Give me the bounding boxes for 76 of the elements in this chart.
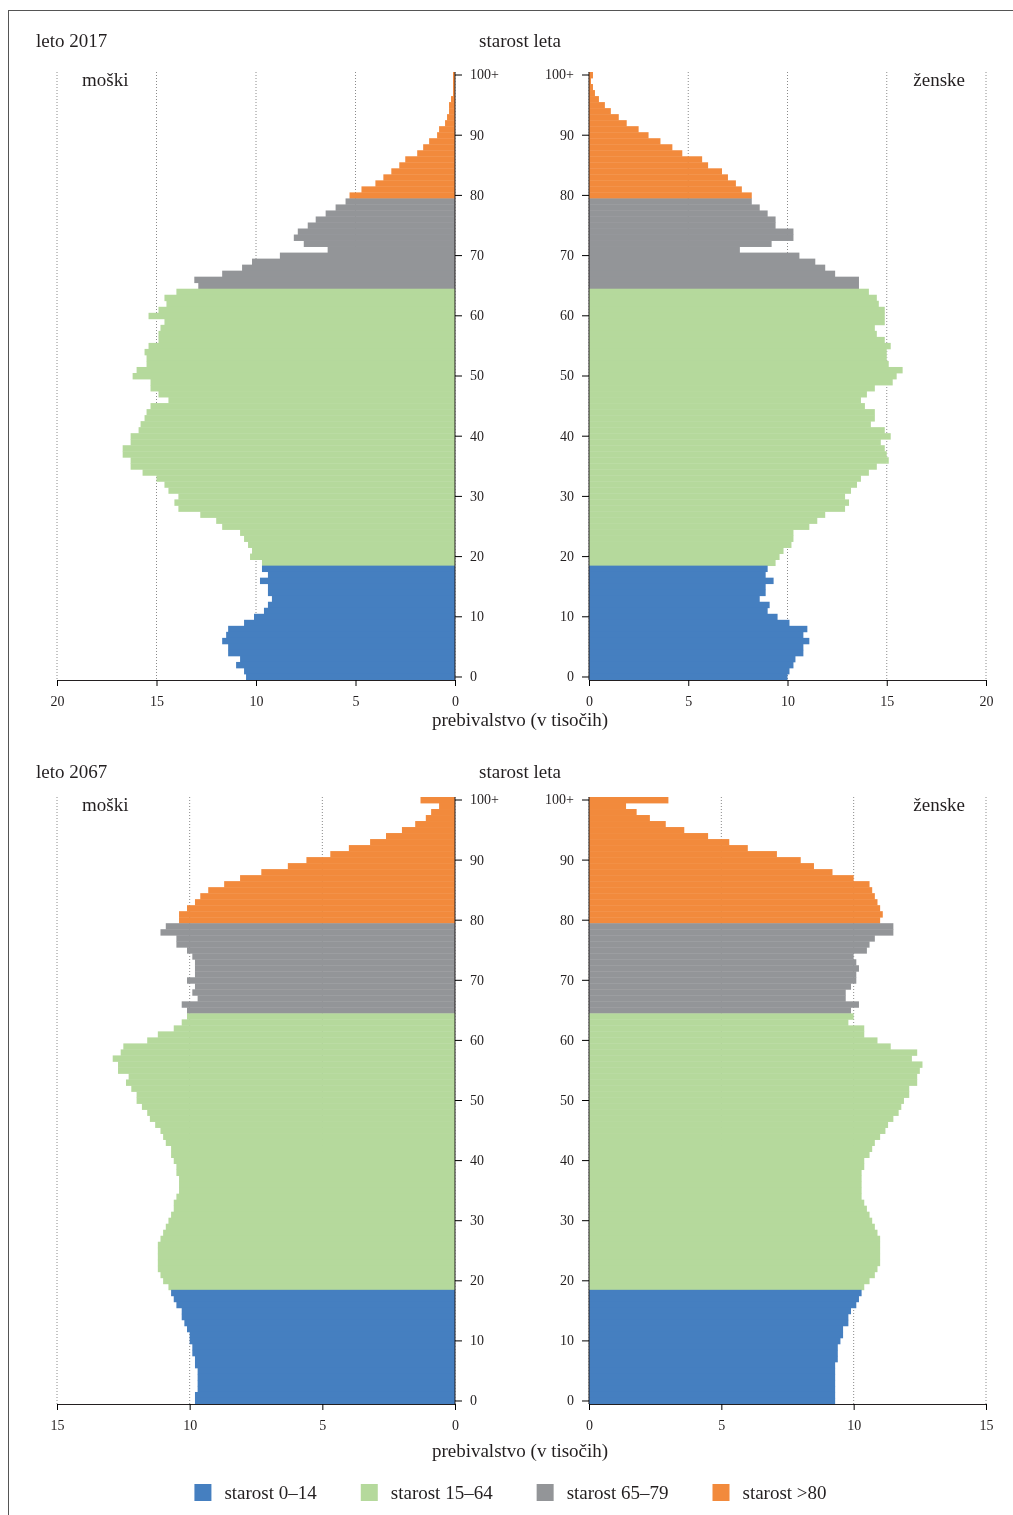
x-axis-title: prebivalstvo (v tisočih) — [431, 1440, 609, 1462]
y-tick-label: 80 — [560, 912, 574, 928]
y-tick-label: 0 — [470, 1393, 477, 1409]
y-tick-label: 100+ — [470, 792, 499, 808]
y-tick-label: 30 — [560, 1213, 574, 1229]
chart-subtitle: moški — [82, 69, 129, 90]
x-tick-label: 10 — [781, 693, 795, 709]
y-tick-label: 0 — [567, 1393, 574, 1409]
x-tick-label: 5 — [685, 693, 693, 709]
y-tick-label: 30 — [470, 488, 484, 504]
x-tick-label: 0 — [452, 693, 459, 709]
x-tick-label: 15 — [150, 693, 164, 709]
legend-label: starost 65–79 — [566, 1482, 669, 1503]
y-tick-label: 70 — [470, 248, 484, 264]
y-tick-label: 10 — [470, 609, 484, 625]
x-tick-label: 5 — [319, 1417, 327, 1433]
y-tick-label: 50 — [470, 1092, 484, 1108]
y-tick-label: 100+ — [545, 792, 575, 808]
y-tick-label: 90 — [560, 852, 574, 868]
chart-subtitle: moški — [82, 794, 129, 815]
y-axis-title: starost leta — [479, 761, 562, 782]
y-tick-label: 100+ — [470, 67, 499, 83]
y-tick-label: 70 — [560, 248, 574, 264]
y-tick-label: 90 — [470, 127, 484, 143]
x-tick-label: 0 — [586, 693, 593, 709]
y-axis-title: starost leta — [479, 30, 562, 51]
y-tick-label: 80 — [470, 912, 484, 928]
legend-label: starost 15–64 — [390, 1482, 494, 1503]
y-tick-label: 20 — [470, 1273, 484, 1289]
y-tick-label: 20 — [560, 1273, 574, 1289]
x-tick-label: 0 — [586, 1417, 593, 1433]
x-tick-label: 5 — [352, 693, 360, 709]
y-tick-label: 60 — [560, 1032, 574, 1048]
y-tick-label: 50 — [560, 1092, 574, 1108]
y-tick-label: 0 — [470, 669, 477, 685]
x-axis-title: prebivalstvo (v tisočih) — [431, 709, 609, 731]
y-tick-label: 80 — [560, 187, 574, 203]
x-tick-label: 15 — [880, 693, 895, 709]
y-tick-label: 40 — [470, 1153, 484, 1169]
y-tick-label: 20 — [560, 549, 574, 565]
y-tick-label: 40 — [560, 428, 574, 444]
y-tick-label: 90 — [560, 127, 574, 143]
y-tick-label: 10 — [470, 1333, 484, 1349]
legend-label: starost >80 — [742, 1482, 827, 1503]
y-tick-label: 50 — [470, 368, 484, 384]
y-tick-label: 70 — [560, 972, 574, 988]
y-tick-label: 20 — [470, 549, 484, 565]
y-tick-label: 70 — [470, 972, 484, 988]
y-tick-label: 40 — [470, 428, 484, 444]
x-tick-label: 15 — [50, 1417, 65, 1433]
x-tick-label: 20 — [50, 693, 65, 709]
x-tick-label: 10 — [847, 1417, 862, 1433]
y-tick-label: 0 — [567, 669, 574, 685]
x-tick-label: 5 — [718, 1417, 726, 1433]
legend-label: starost 0–14 — [224, 1482, 318, 1503]
x-tick-label: 10 — [249, 693, 264, 709]
x-tick-label: 10 — [183, 1417, 198, 1433]
y-tick-label: 50 — [560, 368, 574, 384]
y-tick-label: 80 — [470, 187, 484, 203]
y-tick-label: 90 — [470, 852, 484, 868]
chart-title: leto 2017 — [36, 30, 108, 51]
y-tick-label: 10 — [560, 1333, 574, 1349]
y-tick-label: 60 — [560, 308, 574, 324]
y-tick-label: 100+ — [545, 67, 575, 83]
y-tick-label: 60 — [470, 308, 484, 324]
y-tick-label: 60 — [470, 1032, 484, 1048]
y-tick-label: 30 — [470, 1213, 484, 1229]
x-tick-label: 20 — [979, 693, 994, 709]
x-tick-label: 15 — [979, 1417, 994, 1433]
chart-subtitle: ženske — [913, 794, 965, 815]
y-tick-label: 10 — [560, 609, 574, 625]
y-tick-label: 30 — [560, 488, 574, 504]
chart-title: leto 2067 — [36, 761, 108, 782]
y-tick-label: 40 — [560, 1153, 574, 1169]
chart-subtitle: ženske — [913, 69, 965, 90]
x-tick-label: 0 — [452, 1417, 459, 1433]
